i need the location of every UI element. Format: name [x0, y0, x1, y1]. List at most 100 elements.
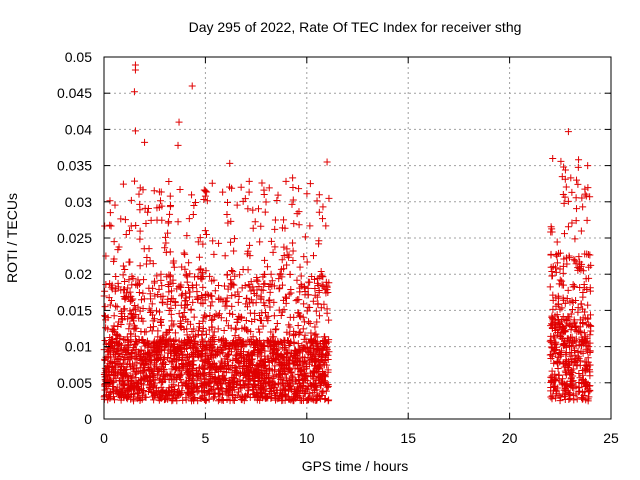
data-point [288, 200, 296, 208]
data-point [312, 307, 320, 315]
data-point [249, 206, 257, 214]
data-point [183, 331, 191, 339]
data-point [297, 280, 305, 288]
data-point [245, 374, 253, 382]
data-point [205, 345, 213, 353]
data-point [289, 183, 297, 191]
data-point [209, 333, 217, 341]
data-point [127, 310, 135, 318]
data-point [304, 385, 312, 393]
data-point [144, 208, 152, 216]
data-point [256, 357, 264, 365]
data-point [570, 320, 578, 328]
data-point [172, 364, 180, 372]
data-point [110, 238, 118, 246]
data-point [182, 380, 190, 388]
data-point [546, 283, 554, 291]
data-point [258, 309, 266, 317]
data-point [137, 369, 145, 377]
data-point [136, 235, 144, 243]
data-point [203, 197, 211, 205]
data-point [584, 184, 592, 192]
data-point [558, 381, 566, 389]
data-point [111, 201, 119, 209]
data-point [223, 210, 231, 218]
data-point [109, 362, 117, 370]
data-point [557, 351, 565, 359]
data-point [183, 232, 191, 240]
data-point [571, 282, 579, 290]
data-point [276, 394, 284, 402]
data-point [101, 303, 109, 311]
data-point [549, 315, 557, 323]
data-point [156, 197, 164, 205]
data-point [273, 320, 281, 328]
data-point [155, 203, 163, 211]
data-point [266, 288, 274, 296]
data-point [236, 384, 244, 392]
data-point [231, 332, 239, 340]
data-point [121, 336, 129, 344]
data-point [132, 311, 140, 319]
data-point [165, 326, 173, 334]
data-point [194, 382, 202, 390]
data-point [190, 397, 198, 405]
data-point [278, 353, 286, 361]
data-point [156, 308, 164, 316]
data-point [245, 352, 253, 360]
data-point [127, 295, 135, 303]
y-axis-label: ROTI / TECUs [4, 193, 20, 283]
data-point [310, 275, 318, 283]
data-point [277, 376, 285, 384]
data-point [194, 341, 202, 349]
data-point [118, 388, 126, 396]
data-point [146, 309, 154, 317]
data-point [303, 190, 311, 198]
data-point [315, 312, 323, 320]
data-point [563, 383, 571, 391]
data-point [132, 338, 140, 346]
data-point [271, 225, 279, 233]
data-point [261, 256, 269, 264]
data-point [101, 355, 109, 363]
data-point [245, 281, 253, 289]
data-point [151, 361, 159, 369]
data-point [164, 229, 172, 237]
data-point [158, 282, 166, 290]
data-point [558, 323, 566, 331]
data-point [578, 194, 586, 202]
data-point [271, 326, 279, 334]
data-point [561, 337, 569, 345]
data-point [267, 237, 275, 245]
data-point [177, 301, 185, 309]
data-point [262, 385, 270, 393]
data-point [285, 321, 293, 329]
data-point [268, 277, 276, 285]
data-point [228, 266, 236, 274]
data-point [194, 296, 202, 303]
data-point [201, 346, 209, 354]
data-point [113, 347, 121, 355]
data-point [139, 351, 147, 359]
data-point [164, 295, 172, 303]
data-point [213, 365, 221, 373]
y-tick-label: 0.045 [57, 85, 92, 101]
data-point [285, 290, 293, 298]
data-point [129, 306, 137, 314]
data-point [217, 357, 225, 365]
data-point [294, 321, 302, 329]
data-point [556, 276, 564, 284]
data-point [217, 346, 225, 354]
data-point [555, 294, 563, 302]
data-point [109, 383, 117, 391]
data-point [150, 187, 158, 195]
data-point [312, 330, 320, 338]
data-point [193, 369, 201, 377]
data-point [561, 166, 569, 174]
data-point [167, 310, 175, 318]
data-point [579, 203, 587, 211]
data-point [189, 284, 197, 292]
data-point [167, 372, 175, 380]
data-point [115, 392, 123, 400]
data-point [133, 389, 141, 397]
